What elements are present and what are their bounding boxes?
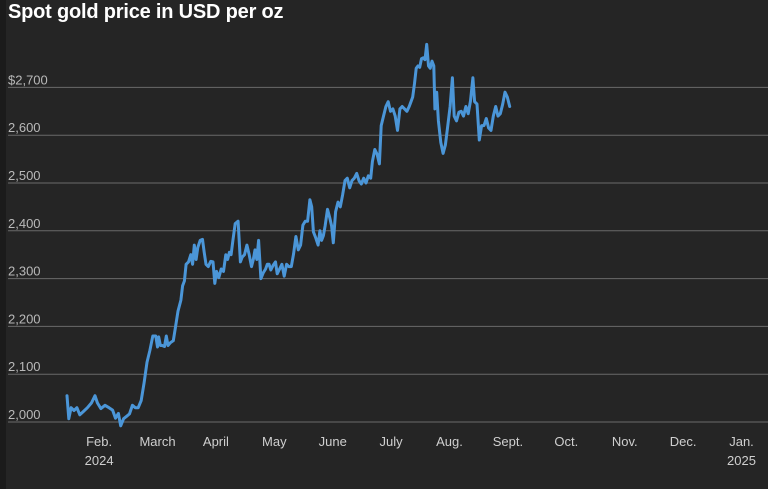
x-tick-label: March — [139, 434, 175, 449]
x-tick-label: April — [203, 434, 229, 449]
x-tick-label: Dec. — [670, 434, 697, 449]
y-tick-label: 2,500 — [8, 168, 41, 183]
y-tick-label: 2,200 — [8, 311, 41, 326]
x-tick-label: June — [319, 434, 347, 449]
y-tick-label: 2,400 — [8, 216, 41, 231]
y-tick-label: 2,000 — [8, 407, 41, 422]
chart-title: Spot gold price in USD per oz — [8, 1, 284, 23]
y-tick-label: 2,100 — [8, 359, 41, 374]
y-tick-label: 2,300 — [8, 264, 41, 279]
left-edge-strip — [0, 0, 6, 489]
gridlines — [8, 86, 768, 423]
x-tick-label: May — [262, 434, 287, 449]
y-tick-label: 2,600 — [8, 120, 41, 135]
x-tick-label: Jan. — [729, 434, 754, 449]
y-axis-ticks: 2,000 2,100 2,200 2,300 2,400 2,500 2,600 $2,70… — [8, 72, 48, 422]
x-tick-label: July — [380, 434, 404, 449]
x-tick-year-label: 2024 — [85, 453, 114, 468]
x-tick-year-label: 2025 — [727, 453, 756, 468]
x-tick-label: Oct. — [554, 434, 578, 449]
y-tick-label: $2,700 — [8, 72, 48, 87]
x-axis-ticks: Feb. 2024 March April May June July Aug. Sept. Oc… — [85, 434, 756, 468]
x-tick-label: Sept. — [493, 434, 523, 449]
gold-price-line — [65, 42, 512, 428]
x-tick-label: Nov. — [612, 434, 638, 449]
x-tick-label: Feb. — [86, 434, 112, 449]
x-tick-label: Aug. — [436, 434, 463, 449]
